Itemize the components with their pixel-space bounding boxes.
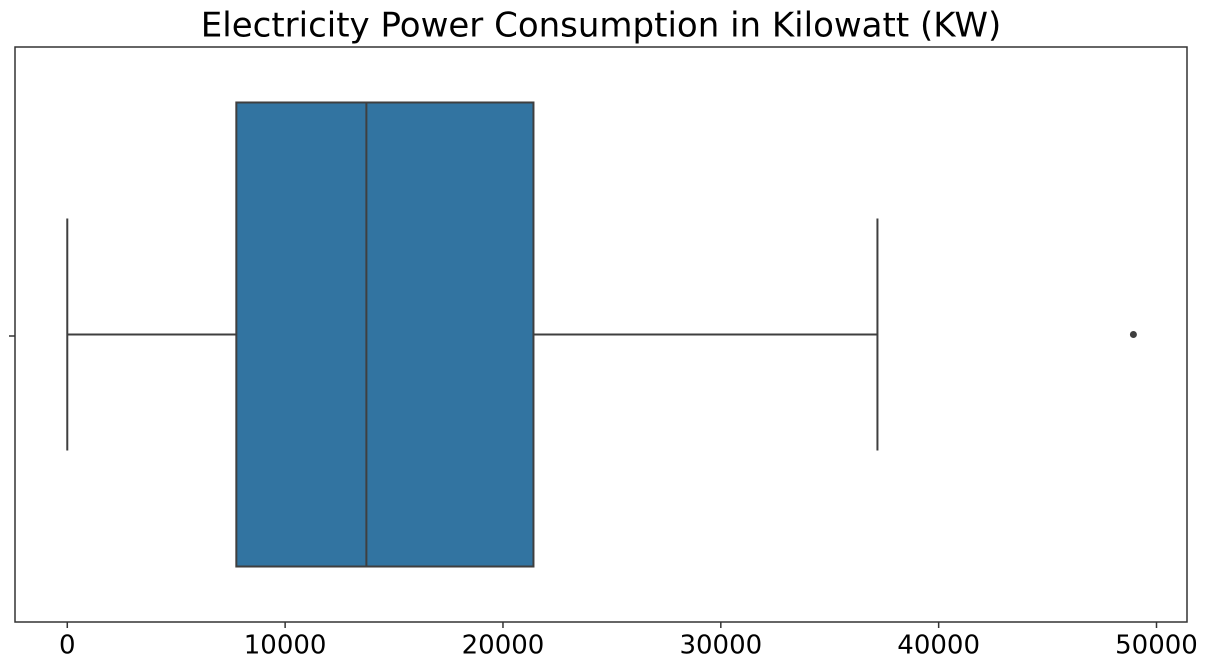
- x-tick-label: 10000: [244, 631, 327, 661]
- outlier: [1129, 331, 1137, 338]
- chart-title: Electricity Power Consumption in Kilowat…: [201, 6, 1001, 46]
- x-tick-label: 30000: [679, 631, 762, 661]
- x-tick-label: 40000: [897, 631, 980, 661]
- plot-frame: [14, 46, 1188, 623]
- x-tick-label: 50000: [1115, 631, 1198, 661]
- box: [235, 101, 535, 568]
- x-tick-label: 0: [59, 631, 76, 661]
- x-tick-label: 20000: [462, 631, 545, 661]
